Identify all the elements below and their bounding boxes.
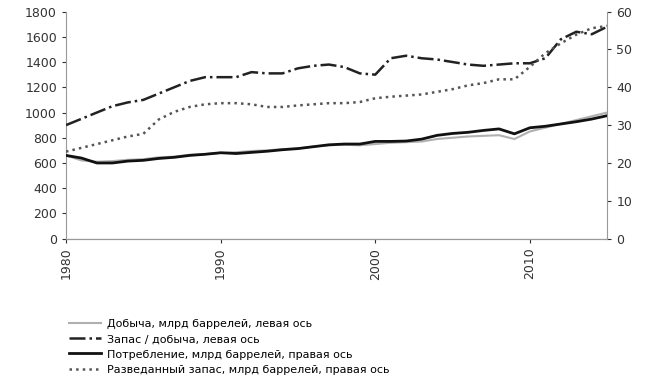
Legend: Добыча, млрд баррелей, левая ось, Запас / добыча, левая ось, Потребление, млрд б: Добыча, млрд баррелей, левая ось, Запас … <box>65 314 394 380</box>
